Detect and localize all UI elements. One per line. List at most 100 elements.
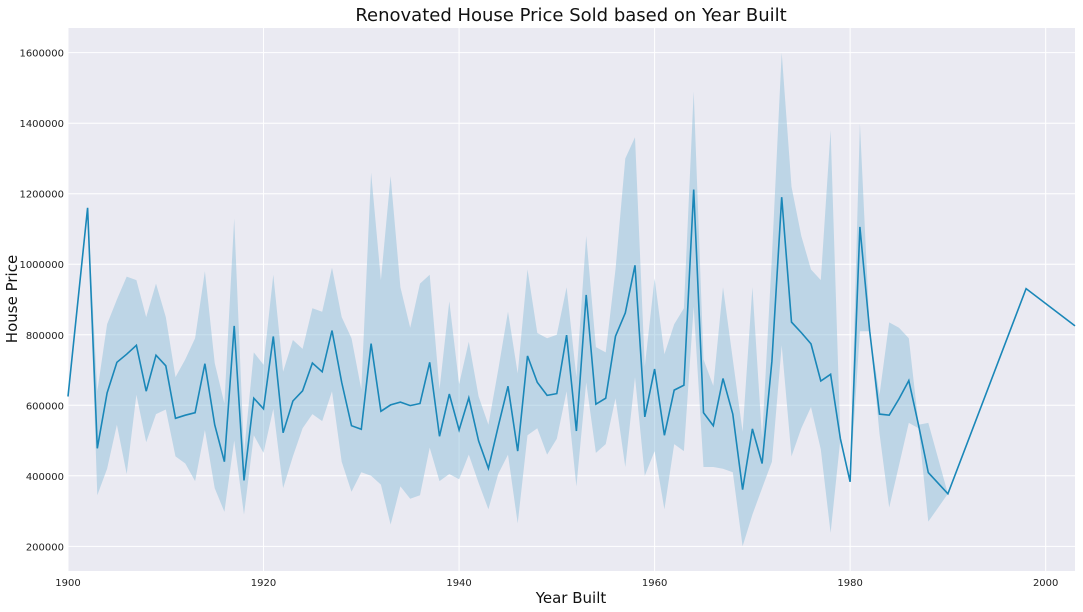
- data-point: [947, 493, 949, 495]
- data-point: [429, 361, 431, 363]
- y-tick-label: 1000000: [19, 260, 64, 271]
- data-point: [409, 405, 411, 407]
- data-point: [106, 392, 108, 394]
- data-point: [223, 461, 225, 463]
- data-point: [527, 355, 529, 357]
- data-point: [693, 189, 695, 191]
- data-point: [859, 226, 861, 228]
- data-point: [145, 390, 147, 392]
- data-point: [380, 410, 382, 412]
- x-tick-label: 1980: [837, 578, 862, 589]
- data-point: [468, 397, 470, 399]
- x-tick-label: 1940: [446, 578, 471, 589]
- data-point: [487, 467, 489, 469]
- y-tick-label: 400000: [26, 472, 64, 483]
- chart-title: Renovated House Price Sold based on Year…: [355, 5, 786, 26]
- data-point: [712, 425, 714, 427]
- y-axis-label: House Price: [3, 255, 21, 343]
- data-point: [761, 463, 763, 465]
- data-point: [888, 414, 890, 416]
- y-tick-label: 1600000: [19, 49, 64, 60]
- data-point: [351, 425, 353, 427]
- data-point: [536, 381, 538, 383]
- data-point: [615, 335, 617, 337]
- data-point: [673, 389, 675, 391]
- data-point: [478, 440, 480, 442]
- data-point: [233, 325, 235, 327]
- data-point: [302, 390, 304, 392]
- data-point: [927, 472, 929, 474]
- data-point: [605, 397, 607, 399]
- y-tick-label: 600000: [26, 401, 64, 412]
- data-point: [624, 312, 626, 314]
- data-point: [253, 397, 255, 399]
- data-point: [184, 414, 186, 416]
- data-point: [204, 363, 206, 365]
- series-line: [67, 189, 1076, 496]
- data-point: [791, 321, 793, 323]
- data-point: [165, 365, 167, 367]
- data-point: [663, 434, 665, 436]
- data-point: [781, 196, 783, 198]
- data-point: [135, 344, 137, 346]
- data-point: [654, 368, 656, 370]
- data-point: [311, 362, 313, 364]
- data-point: [869, 330, 871, 332]
- data-point: [556, 393, 558, 395]
- data-point: [634, 264, 636, 266]
- data-point: [214, 424, 216, 426]
- data-point: [263, 408, 265, 410]
- x-axis-label: Year Built: [535, 589, 607, 607]
- data-point: [341, 381, 343, 383]
- x-tick-label: 2000: [1033, 578, 1058, 589]
- data-point: [683, 384, 685, 386]
- data-point: [575, 430, 577, 432]
- data-point: [439, 435, 441, 437]
- data-point: [830, 373, 832, 375]
- x-tick-labels: 1900 1920 1940 1960 1980 2000: [55, 578, 1058, 589]
- data-point: [243, 479, 245, 481]
- data-point: [67, 396, 69, 398]
- x-tick-label: 1920: [251, 578, 276, 589]
- data-point: [175, 417, 177, 419]
- y-tick-label: 1200000: [19, 190, 64, 201]
- y-tick-labels: 200000 400000 600000 800000 1000000 1200000 14…: [19, 49, 64, 554]
- data-point: [507, 385, 509, 387]
- data-point: [458, 429, 460, 431]
- data-point: [282, 432, 284, 434]
- data-point: [87, 207, 89, 209]
- data-point: [800, 332, 802, 334]
- data-point: [292, 400, 294, 402]
- data-point: [566, 334, 568, 336]
- data-point: [751, 428, 753, 430]
- data-point: [1025, 288, 1027, 290]
- plot-area: [68, 28, 1075, 571]
- data-point: [703, 412, 705, 414]
- data-point: [517, 450, 519, 452]
- data-point: [448, 393, 450, 395]
- data-point: [742, 489, 744, 491]
- y-tick-label: 800000: [26, 331, 64, 342]
- data-point: [155, 354, 157, 356]
- data-point: [771, 360, 773, 362]
- data-point: [272, 336, 274, 338]
- data-point: [321, 371, 323, 373]
- data-point: [116, 361, 118, 363]
- x-tick-label: 1960: [642, 578, 667, 589]
- data-point: [194, 412, 196, 414]
- data-point: [96, 447, 98, 449]
- data-point: [546, 394, 548, 396]
- data-point: [644, 416, 646, 418]
- data-point: [399, 401, 401, 403]
- data-point: [732, 413, 734, 415]
- data-point: [1074, 325, 1076, 327]
- data-point: [390, 404, 392, 406]
- data-point: [820, 380, 822, 382]
- data-point: [595, 403, 597, 405]
- data-point: [879, 413, 881, 415]
- data-point: [497, 425, 499, 427]
- data-point: [810, 343, 812, 345]
- data-point: [898, 398, 900, 400]
- data-point: [849, 481, 851, 483]
